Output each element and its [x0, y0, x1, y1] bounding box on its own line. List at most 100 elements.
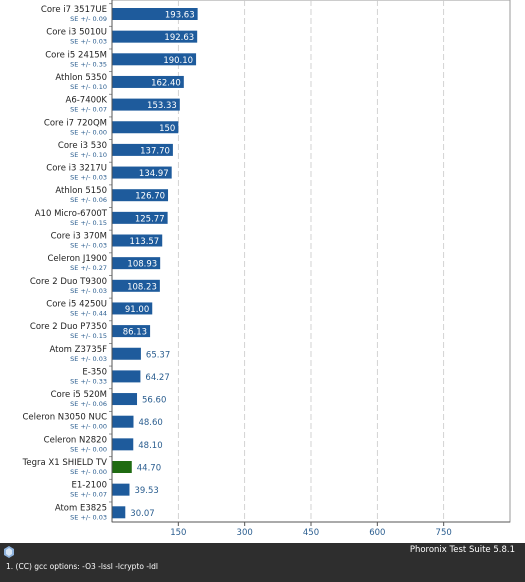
category-label: Athlon 5350 [55, 73, 107, 83]
category-label: Atom E3825 [55, 503, 107, 513]
category-label: Core i5 520M [51, 390, 107, 400]
category-label: Atom Z3735F [49, 345, 107, 355]
x-tick-label: 300 [237, 528, 253, 538]
category-label: Core i7 720QM [44, 118, 107, 128]
se-label: SE +/- 0.07 [70, 491, 107, 499]
value-label: 162.40 [151, 78, 181, 88]
value-label: 56.60 [142, 396, 166, 406]
se-label: SE +/- 0.15 [70, 332, 107, 340]
bar [112, 483, 130, 496]
value-label: 108.23 [127, 282, 157, 292]
se-label: SE +/- 0.07 [70, 106, 107, 114]
value-label: 30.07 [130, 509, 154, 519]
value-label: 65.37 [146, 350, 170, 360]
value-label: 86.13 [123, 328, 147, 338]
x-tick-label: 450 [303, 528, 319, 538]
se-label: SE +/- 0.00 [70, 445, 107, 453]
category-label: E-350 [82, 367, 107, 377]
se-label: SE +/- 0.03 [70, 38, 107, 46]
category-label: Core 2 Duo T9300 [30, 277, 107, 287]
bar [112, 347, 141, 360]
se-label: SE +/- 0.09 [70, 15, 107, 23]
compiler-note: 1. (CC) gcc options: -O3 -lssl -lcrypto … [6, 562, 158, 571]
se-label: SE +/- 0.06 [70, 400, 107, 408]
value-label: 44.70 [137, 464, 161, 474]
x-tick-label: 600 [369, 528, 385, 538]
category-label: A6-7400K [66, 96, 108, 106]
footer: Phoronix Test Suite 5.8.1 1. (CC) gcc op… [0, 543, 525, 582]
bar [112, 279, 160, 292]
bar [112, 393, 138, 406]
bar [112, 121, 179, 134]
category-label: E1-2100 [72, 481, 107, 491]
category-label: Core i3 3217U [46, 164, 107, 174]
value-label: 137.70 [140, 146, 170, 156]
bar [112, 415, 134, 428]
category-label: A10 Micro-6700T [35, 209, 108, 219]
bar [112, 211, 168, 224]
bar [112, 189, 169, 202]
se-label: SE +/- 0.06 [70, 196, 107, 204]
se-label: SE +/- 0.00 [70, 423, 107, 431]
bar [112, 302, 153, 315]
category-label: Core i3 530 [58, 141, 107, 151]
se-label: SE +/- 0.00 [70, 468, 107, 476]
se-label: SE +/- 0.27 [70, 264, 107, 272]
bar [112, 234, 163, 247]
category-label: Celeron J1900 [48, 254, 108, 264]
bar [112, 53, 197, 66]
bar [112, 98, 180, 111]
category-label: Tegra X1 SHIELD TV [22, 458, 108, 468]
category-label: Celeron N3050 NUC [22, 413, 107, 423]
bar [112, 461, 132, 473]
category-label: Core i7 3517UE [41, 5, 107, 15]
value-label: 193.63 [165, 11, 195, 21]
value-label: 190.10 [163, 56, 193, 66]
category-label: Core i5 2415M [45, 50, 107, 60]
se-label: SE +/- 0.33 [70, 377, 107, 385]
x-tick-label: 750 [436, 528, 452, 538]
category-label: Celeron N2820 [44, 435, 107, 445]
bar [112, 325, 151, 338]
value-label: 108.93 [127, 260, 157, 270]
category-label: Core i3 5010U [46, 28, 107, 38]
se-label: SE +/- 0.35 [70, 60, 107, 68]
se-label: SE +/- 0.00 [70, 128, 107, 136]
bar [112, 75, 184, 88]
value-label: 125.77 [135, 214, 165, 224]
category-label: Core i3 370M [51, 232, 107, 242]
suite-version: Phoronix Test Suite 5.8.1 [409, 545, 515, 555]
value-label: 64.27 [145, 373, 169, 383]
se-label: SE +/- 0.15 [70, 219, 107, 227]
bar [112, 438, 134, 451]
bar [112, 143, 173, 156]
bar [112, 506, 126, 519]
x-tick-label: 150 [170, 528, 186, 538]
se-label: SE +/- 0.10 [70, 151, 107, 159]
se-label: SE +/- 0.10 [70, 83, 107, 91]
value-label: 192.63 [164, 33, 194, 43]
value-label: 126.70 [135, 192, 165, 202]
bar [112, 30, 198, 43]
value-label: 48.10 [138, 441, 162, 451]
se-label: SE +/- 0.03 [70, 174, 107, 182]
value-label: 113.57 [129, 237, 159, 247]
se-label: SE +/- 0.44 [70, 309, 107, 317]
value-label: 153.33 [147, 101, 177, 111]
se-label: SE +/- 0.03 [70, 242, 107, 250]
phoronix-logo-icon [4, 546, 14, 558]
value-label: 91.00 [125, 305, 149, 315]
value-label: 134.97 [139, 169, 169, 179]
se-label: SE +/- 0.03 [70, 355, 107, 363]
bar [112, 370, 141, 383]
value-label: 48.60 [138, 418, 162, 428]
bar [112, 166, 172, 179]
bar [112, 257, 161, 270]
se-label: SE +/- 0.03 [70, 513, 107, 521]
category-label: Athlon 5150 [55, 186, 107, 196]
se-label: SE +/- 0.03 [70, 287, 107, 295]
category-label: Core 2 Duo P7350 [30, 322, 107, 332]
value-label: 39.53 [134, 486, 158, 496]
bar [112, 8, 198, 20]
